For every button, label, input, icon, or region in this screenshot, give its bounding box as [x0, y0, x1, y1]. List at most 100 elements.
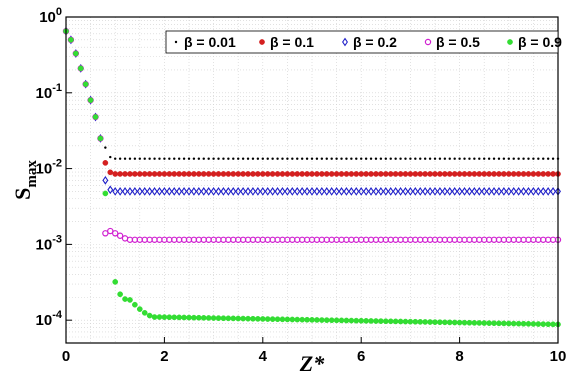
data-point [171, 314, 178, 321]
data-point [456, 319, 463, 326]
data-point [427, 319, 433, 325]
data-point [191, 314, 197, 321]
data-point [325, 157, 328, 160]
data-point [107, 169, 114, 176]
data-point [412, 318, 419, 325]
data-point [437, 171, 443, 177]
y-tick-label: 10-1 [36, 82, 62, 102]
data-point [259, 171, 266, 177]
y-tick-label: 10-2 [36, 158, 62, 178]
data-point [289, 171, 296, 177]
data-point [314, 171, 320, 177]
data-point [266, 157, 269, 160]
data-point [495, 187, 502, 196]
data-point [240, 171, 246, 177]
data-point [340, 157, 343, 160]
data-point [527, 157, 530, 160]
data-point [446, 171, 453, 177]
data-point [205, 187, 212, 196]
x-tick-label: 0 [62, 348, 70, 365]
legend-entry: β = 0.01 [174, 34, 236, 50]
data-point [122, 171, 128, 177]
data-point [171, 171, 178, 177]
data-point [343, 187, 350, 196]
data-point [151, 187, 158, 196]
data-point [397, 187, 404, 196]
legend-marker [424, 38, 432, 46]
data-point [515, 171, 522, 177]
data-point [551, 157, 555, 160]
data-point [309, 171, 315, 177]
data-point [128, 157, 132, 160]
data-point [318, 317, 325, 323]
data-point [328, 317, 335, 324]
data-point [255, 171, 261, 177]
data-point [392, 171, 399, 177]
data-point [114, 157, 117, 160]
data-point [187, 157, 191, 160]
data-point [525, 187, 532, 196]
data-point [246, 157, 250, 160]
data-point [151, 171, 158, 177]
legend-marker [259, 39, 265, 45]
data-point [338, 187, 345, 196]
data-point [446, 187, 453, 196]
data-point [360, 157, 363, 160]
data-point [181, 171, 187, 177]
data-point [133, 157, 137, 160]
data-point [363, 187, 370, 196]
data-point [300, 157, 304, 160]
data-point [387, 187, 394, 196]
data-point [532, 157, 535, 160]
series-0 [64, 29, 560, 160]
legend: β = 0.01 β = 0.1 β = 0.2 β = 0.5 β = 0.9 [165, 30, 562, 54]
data-point [525, 320, 532, 327]
data-point [77, 65, 84, 72]
data-point [358, 187, 365, 196]
data-point [264, 316, 271, 322]
data-point [448, 157, 451, 160]
data-point [156, 187, 163, 196]
data-point [545, 321, 552, 328]
data-point [212, 157, 215, 160]
data-point [276, 157, 279, 160]
data-point [112, 171, 119, 177]
data-point [407, 187, 414, 196]
data-point [245, 315, 251, 322]
data-point [343, 317, 350, 324]
series-3 [62, 27, 562, 243]
data-point [284, 187, 291, 196]
data-point [441, 171, 448, 177]
data-point [456, 171, 463, 177]
data-point [537, 157, 540, 160]
data-point [348, 171, 355, 177]
legend-label: β = 0.5 [436, 34, 480, 50]
data-point [353, 317, 360, 324]
legend-entry: β = 0.9 [507, 34, 562, 50]
data-point [402, 187, 409, 196]
data-point [333, 171, 340, 177]
data-point [505, 320, 512, 327]
data-point [461, 171, 468, 177]
data-point [453, 157, 456, 160]
data-point [417, 319, 424, 325]
data-point [343, 171, 350, 177]
data-point [500, 187, 507, 196]
data-point [353, 187, 360, 196]
data-point [486, 171, 492, 177]
data-point [535, 321, 542, 327]
data-point [127, 297, 133, 303]
data-point [210, 187, 217, 196]
data-point [476, 320, 483, 326]
data-point [131, 187, 138, 196]
data-point [200, 187, 207, 196]
data-point [202, 157, 205, 160]
data-point [540, 171, 547, 177]
data-point [369, 157, 373, 160]
data-point [422, 319, 429, 325]
x-tick-label: 4 [259, 348, 268, 365]
data-point [458, 157, 461, 160]
data-point [417, 171, 424, 177]
data-point [191, 171, 197, 177]
